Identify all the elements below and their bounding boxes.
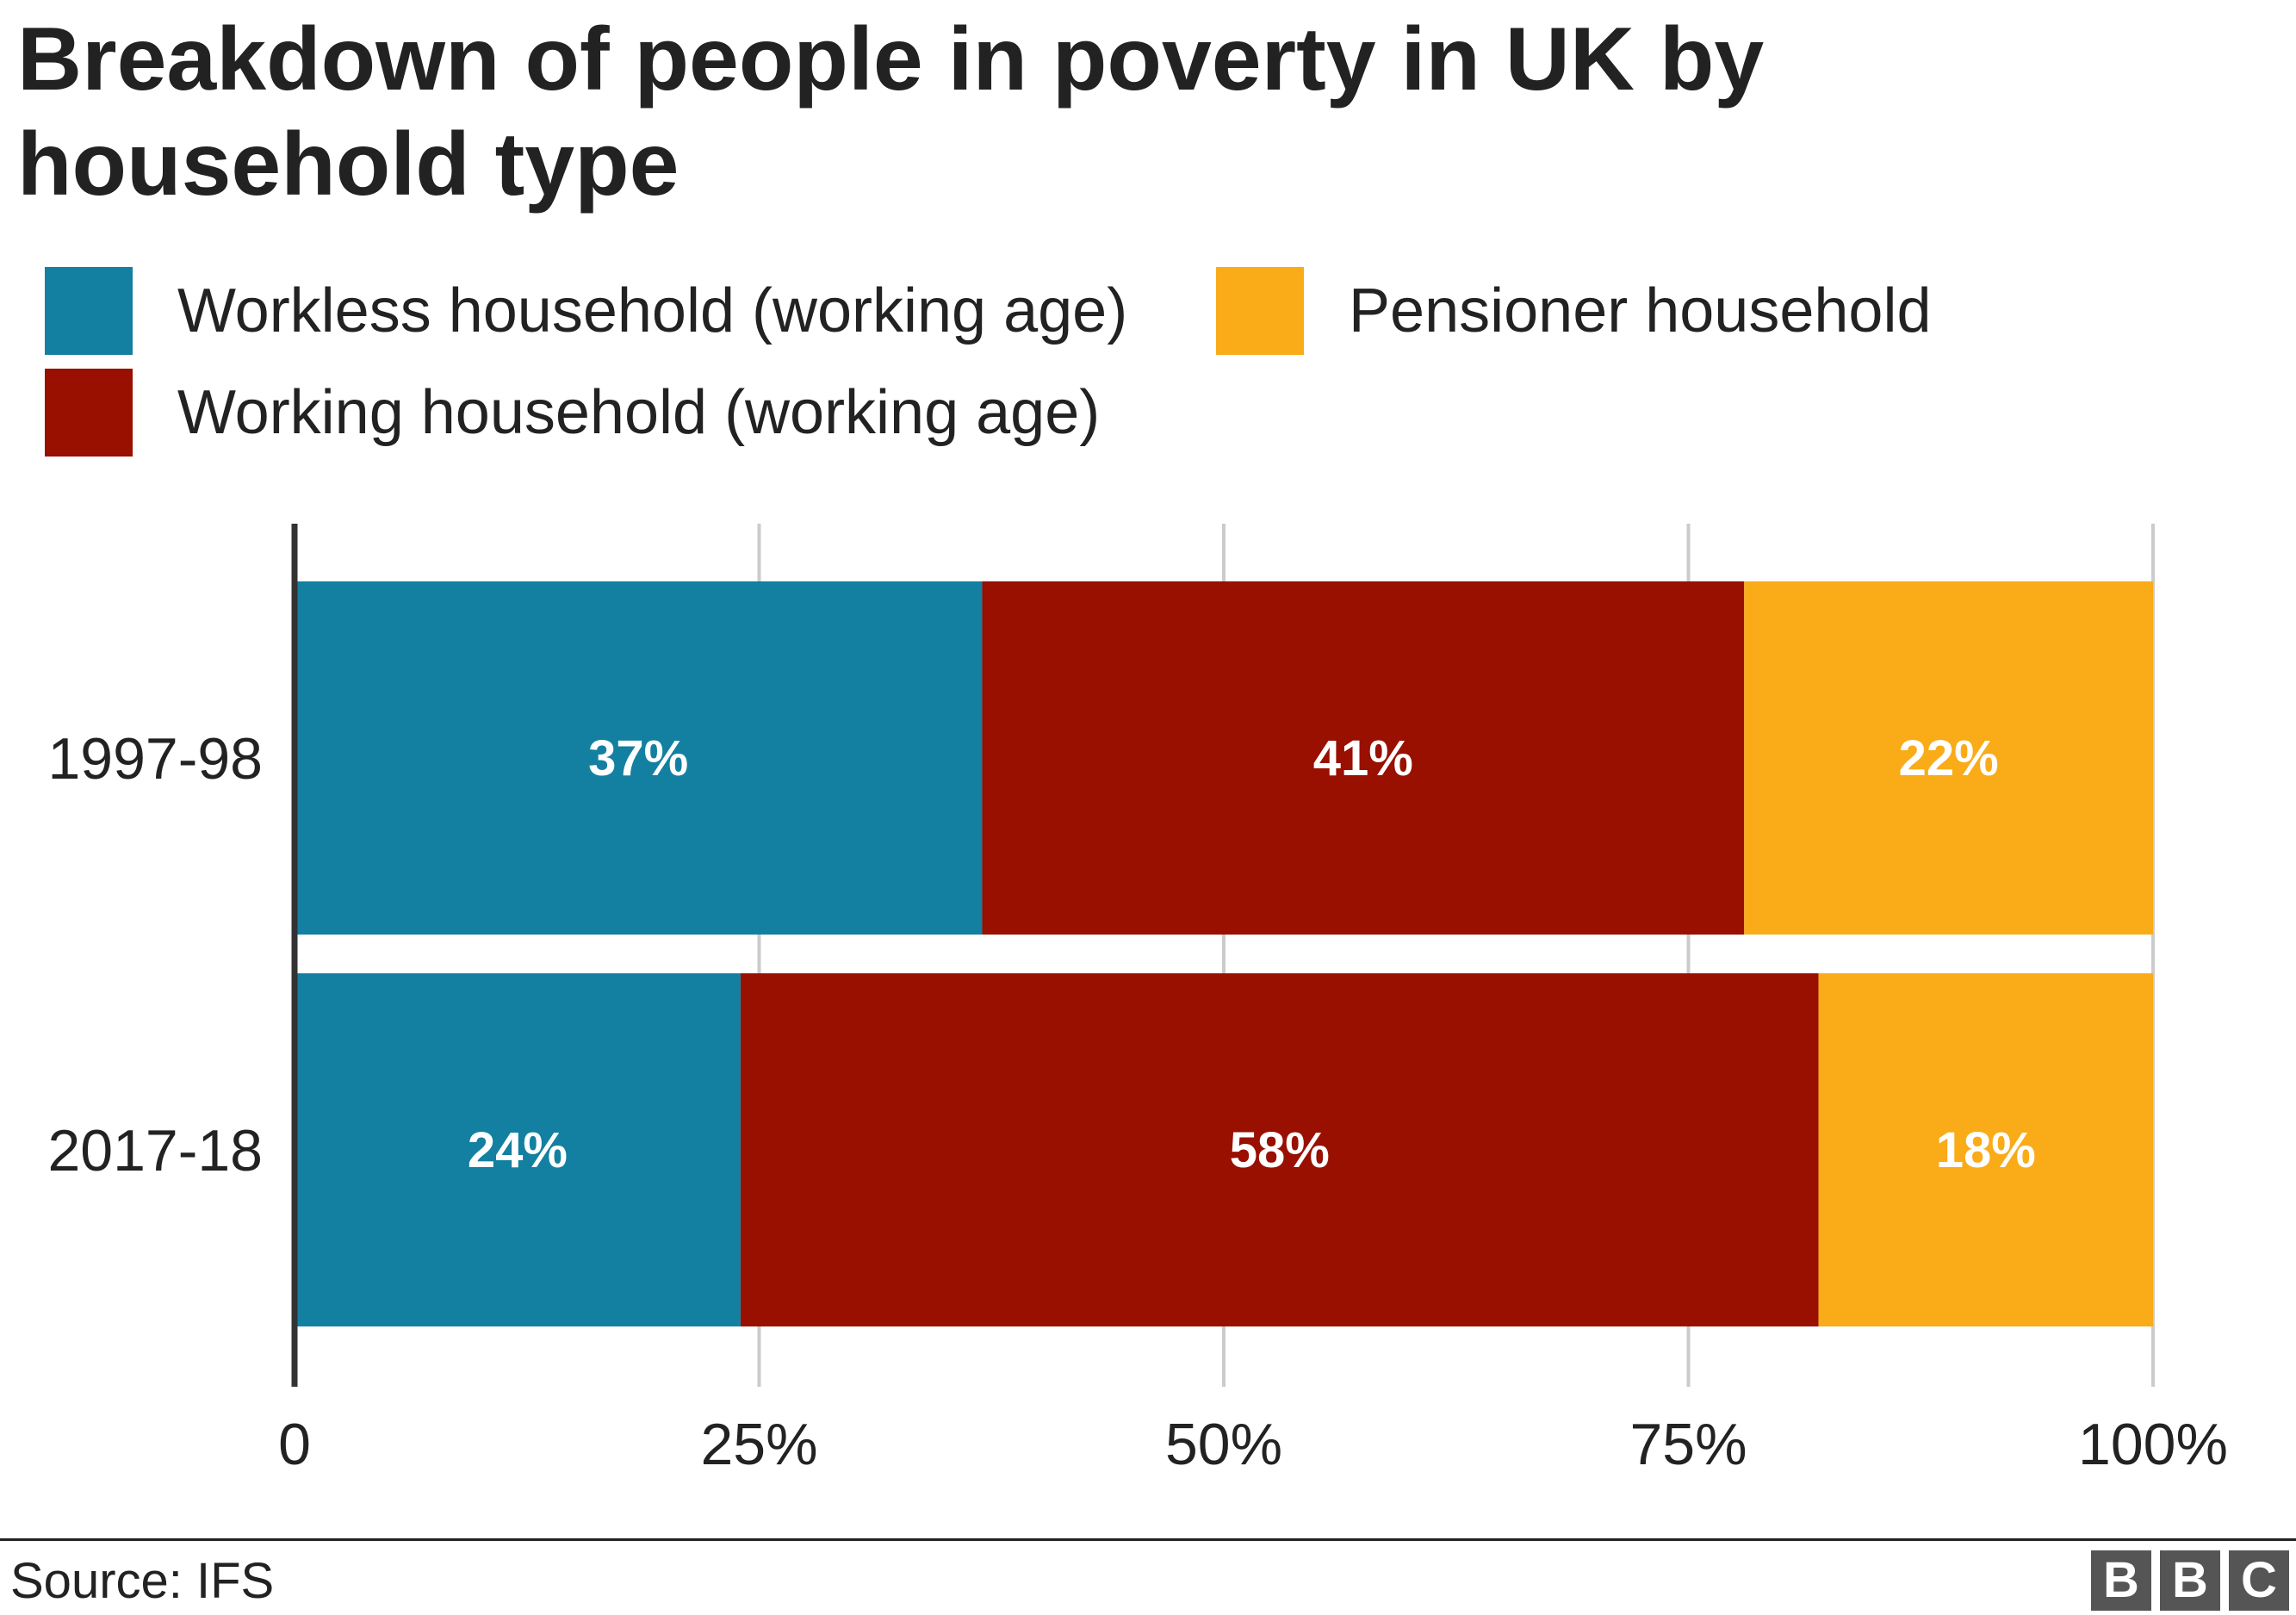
bar-2017-18-series-2	[740, 973, 1819, 1326]
legend-item-working: Working household (working age)	[45, 369, 1164, 457]
category-label-2017-18: 2017-18	[47, 1118, 263, 1183]
legend-label-workless: Workless household (working age)	[177, 276, 1128, 345]
bar-label-1997-98-series-3: 22%	[1899, 730, 1999, 786]
x-tick-label-75: 75%	[1629, 1412, 1747, 1477]
chart-title: Breakdown of people in poverty in UK by …	[17, 9, 1765, 214]
category-label-1997-98: 1997-98	[47, 726, 263, 792]
bbc-logo: B B C	[2091, 1550, 2289, 1611]
bar-label-1997-98-series-1: 37%	[588, 730, 688, 786]
bar-label-1997-98-series-2: 41%	[1313, 730, 1413, 786]
legend-label-working: Working household (working age)	[177, 378, 1101, 447]
legend-swatch-pensioner	[1216, 267, 1304, 355]
legend-swatch-working	[45, 369, 133, 457]
x-tick-label-100: 100%	[2078, 1412, 2228, 1477]
bar-1997-98-series-3	[1744, 581, 2153, 935]
legend-item-workless: Workless household (working age)	[45, 267, 1164, 355]
x-tick-label-50: 50%	[1165, 1412, 1282, 1477]
legend-swatch-workless	[45, 267, 133, 355]
bar-1997-98-series-1	[295, 581, 983, 935]
bbc-logo-block-3: C	[2229, 1550, 2289, 1611]
bar-label-2017-18-series-3: 18%	[1936, 1122, 2036, 1178]
source-note: Source: IFS	[10, 1553, 275, 1609]
bar-1997-98-series-2	[982, 581, 1745, 935]
bar-2017-18-series-1	[295, 973, 741, 1326]
x-tick-label-25: 25%	[700, 1412, 817, 1477]
legend-item-pensioner: Pensioner household	[1216, 267, 1991, 355]
bar-2017-18-series-3	[1818, 973, 2153, 1326]
legend-label-pensioner: Pensioner household	[1349, 276, 1932, 345]
bbc-logo-block-2: B	[2160, 1550, 2220, 1611]
bar-label-2017-18-series-1: 24%	[468, 1122, 568, 1178]
bar-label-2017-18-series-2: 58%	[1230, 1122, 1330, 1178]
footer-divider	[0, 1538, 2296, 1541]
bbc-logo-block-1: B	[2091, 1550, 2151, 1611]
stacked-bar-chart: 37% 41% 22% 1997-98 24% 58% 18% 2017-18 0 25% 50% 7…	[47, 524, 2228, 1477]
x-tick-label-0: 0	[278, 1412, 311, 1477]
